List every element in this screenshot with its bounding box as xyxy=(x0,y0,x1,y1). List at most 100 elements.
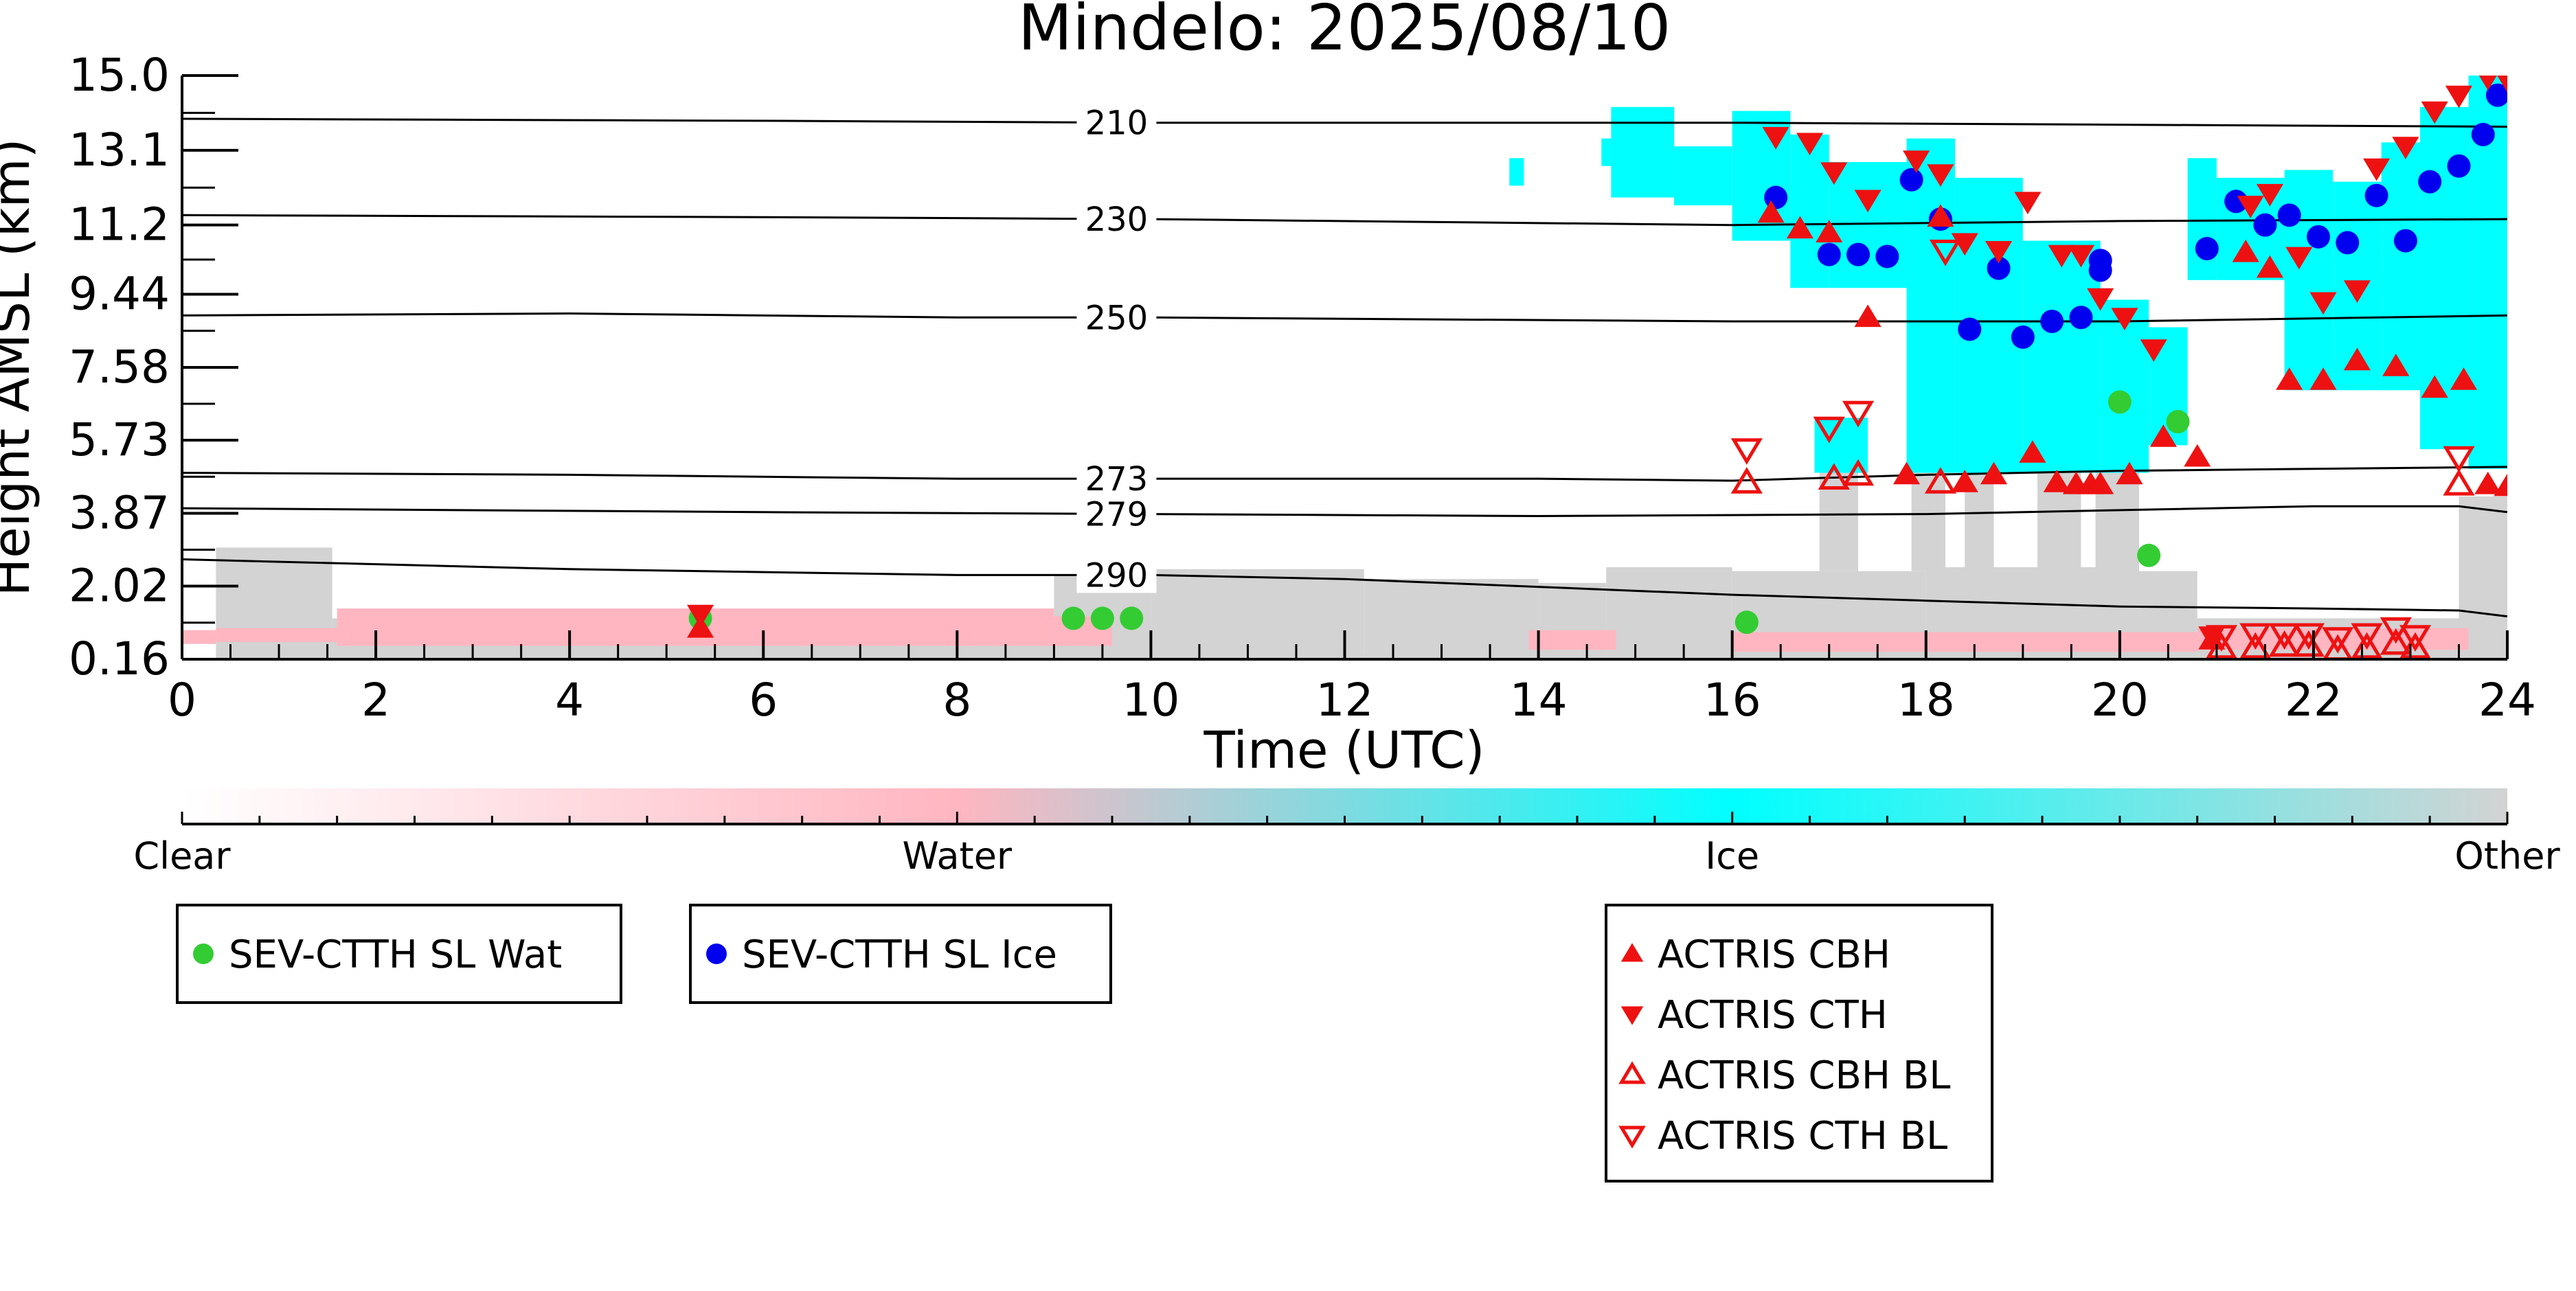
marker-sev-ctth-sl-ice xyxy=(2277,203,2301,227)
ice-region xyxy=(2284,170,2334,391)
marker-sev-ctth-sl-ice xyxy=(1875,244,1899,269)
marker-sev-ctth-sl-ice xyxy=(2471,122,2495,146)
y-tick-label: 13.1 xyxy=(69,124,170,176)
marker-actris-cth xyxy=(2140,339,2167,362)
isotherm-line xyxy=(181,505,2508,518)
legend-label: ACTRIS CTH BL xyxy=(1658,1114,1947,1158)
marker-actris-cth xyxy=(2256,183,2283,207)
isotherm-label-bg xyxy=(1076,461,1157,497)
colorbar-label: Water xyxy=(903,834,1013,878)
ice-region xyxy=(1674,146,1732,206)
marker-actris-cbh xyxy=(1786,216,1814,239)
marker-actris-cth xyxy=(1854,190,1882,213)
marker-actris-cbh-bl xyxy=(2205,632,2238,659)
marker-actris-cbh xyxy=(2494,473,2507,496)
marker-actris-cbh xyxy=(2421,375,2448,398)
marker-actris-cbh-bl xyxy=(1842,459,1875,486)
ice-region xyxy=(1601,138,1645,166)
y-tick-label: 0.16 xyxy=(69,632,170,685)
legend-marker xyxy=(1618,1061,1646,1084)
marker-sev-ctth-sl-ice xyxy=(2364,183,2388,207)
isotherm-line xyxy=(181,558,2508,618)
isotherm-label: 250 xyxy=(1085,299,1149,337)
legend-box: SEV-CTTH SL Ice xyxy=(689,904,1112,1004)
marker-sev-ctth-sl-ice xyxy=(2336,231,2360,255)
marker-actris-cth-bl xyxy=(1842,400,1875,428)
marker-actris-cbh-bl xyxy=(2380,628,2412,655)
marker-actris-cth-bl xyxy=(2205,625,2238,652)
isotherm-label-bg xyxy=(1076,557,1157,593)
isotherm-label: 290 xyxy=(1085,556,1149,595)
marker-actris-cbh-bl xyxy=(2292,630,2325,657)
marker-actris-cbh-bl xyxy=(1730,467,1763,494)
marker-actris-cth xyxy=(1985,241,2013,264)
marker-actris-cth-bl xyxy=(2268,623,2301,650)
legend-marker xyxy=(706,944,727,964)
isotherm-line xyxy=(181,117,2508,128)
other-region xyxy=(216,547,332,659)
marker-sev-ctth-sl-ice xyxy=(1987,256,2011,280)
marker-sev-ctth-sl-ice xyxy=(2306,225,2330,249)
marker-sev-ctth-sl-ice xyxy=(1846,242,1871,266)
marker-actris-cbh xyxy=(1854,304,1882,328)
axes: 0 2 4 6 8 10 12 14 16 18 20 22 240.162.023.875.737.5… xyxy=(69,49,2536,727)
marker-actris-cth xyxy=(2087,288,2114,311)
marker-sev-ctth-sl-ice xyxy=(2069,306,2093,330)
x-tick-label: 4 xyxy=(555,674,584,727)
chart-title: Mindelo: 2025/08/10 xyxy=(1018,0,1671,65)
marker-actris-cth xyxy=(2392,137,2419,159)
marker-actris-cth-bl xyxy=(2399,625,2432,652)
marker-actris-cth-bl xyxy=(1730,438,1763,465)
ice-region xyxy=(2381,142,2421,391)
isotherm-label: 273 xyxy=(1085,460,1149,499)
marker-actris-cth xyxy=(1927,164,1954,187)
marker-actris-cth-bl xyxy=(2351,623,2383,650)
marker-actris-cbh xyxy=(1816,220,1843,242)
marker-actris-cth xyxy=(2421,101,2448,124)
marker-actris-cbh-bl xyxy=(1818,463,1850,490)
legend-box: SEV-CTTH SL Wat xyxy=(176,904,622,1004)
y-tick-label: 7.58 xyxy=(69,341,170,393)
ice-region xyxy=(1906,138,1956,473)
marker-actris-cbh xyxy=(2276,367,2303,390)
marker-sev-ctth-sl-wat xyxy=(1735,610,1759,635)
isotherm-label-bg xyxy=(1076,104,1157,141)
marker-actris-cbh xyxy=(2343,347,2371,371)
x-tick-label: 6 xyxy=(749,674,778,727)
marker-actris-cth-bl xyxy=(1813,416,1845,444)
x-tick-label: 2 xyxy=(361,674,390,727)
marker-actris-cth xyxy=(687,604,714,628)
legend-label: SEV-CTTH SL Wat xyxy=(229,933,562,977)
ice-region xyxy=(2187,158,2217,280)
isotherm-label-bg xyxy=(1076,496,1157,532)
marker-actris-cbh-bl xyxy=(2351,632,2383,659)
legend-frame xyxy=(1605,904,1993,1183)
marker-sev-ctth-sl-ice xyxy=(2224,190,2248,214)
y-tick-label: 11.2 xyxy=(69,198,170,251)
marker-actris-cbh xyxy=(2382,354,2410,376)
colorbar-label: Other xyxy=(2454,834,2560,878)
y-tick-label: 15.0 xyxy=(69,49,170,102)
marker-sev-ctth-sl-wat xyxy=(1120,606,1144,630)
water-region xyxy=(182,630,216,644)
marker-sev-ctth-sl-ice xyxy=(2418,170,2442,194)
legend-marker xyxy=(1620,1006,1644,1025)
marker-sev-ctth-sl-ice xyxy=(2011,325,2035,349)
legend-label: ACTRIS CBH xyxy=(1658,933,1890,977)
marker-actris-cbh xyxy=(2256,255,2283,278)
marker-actris-cbh xyxy=(1893,461,1921,485)
other-region xyxy=(1911,468,1945,571)
water-region xyxy=(1732,632,2197,652)
x-tick-label: 16 xyxy=(1704,674,1761,727)
marker-actris-cth xyxy=(2343,280,2371,303)
marker-actris-cth-bl xyxy=(2322,627,2354,654)
marker-actris-cbh-bl xyxy=(2239,632,2272,659)
marker-sev-ctth-sl-ice xyxy=(2040,309,2064,333)
marker-actris-cth xyxy=(1762,126,1789,150)
isotherm-label: 230 xyxy=(1085,201,1149,239)
marker-actris-cbh-bl xyxy=(2399,632,2432,659)
water-region xyxy=(216,628,337,642)
